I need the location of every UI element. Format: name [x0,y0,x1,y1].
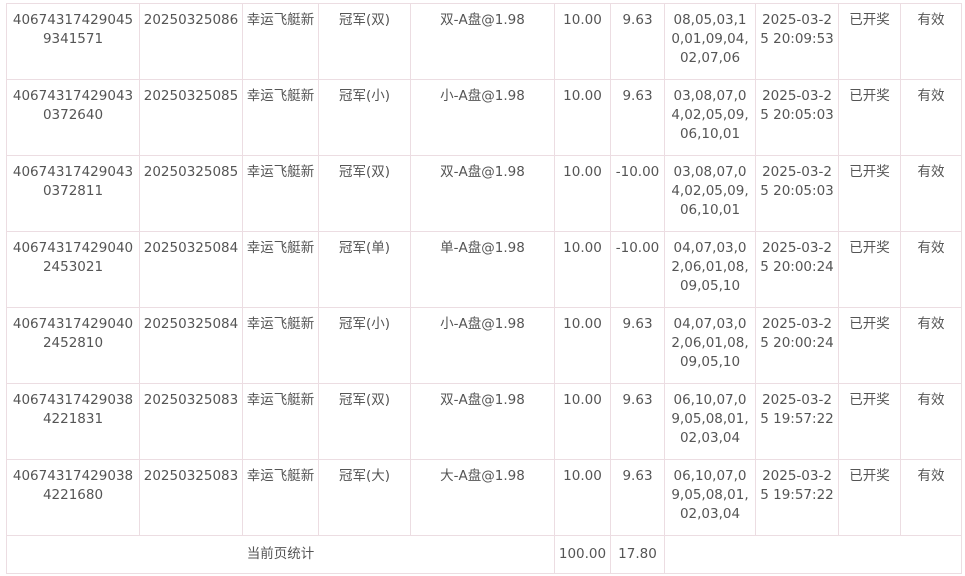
play-type-cell: 冠军(小) [318,307,411,384]
bet-content-cell: 双-A盘@1.98 [410,155,555,232]
bet-content-cell: 小-A盘@1.98 [410,307,555,384]
play-type-cell: 冠军(双) [318,3,411,80]
time-cell: 2025-03-25 20:09:53 [755,3,839,80]
profit-cell: 9.63 [610,383,665,460]
bet-content-cell: 大-A盘@1.98 [410,459,555,536]
amount-cell: 10.00 [554,383,611,460]
bet-content-cell: 单-A盘@1.98 [410,231,555,308]
order-id-cell: 406743174290430372811 [6,155,140,232]
time-cell: 2025-03-25 20:05:03 [755,79,839,156]
amount-cell: 10.00 [554,3,611,80]
issue-cell: 20250325083 [139,383,243,460]
table-row: 406743174290459341571 20250325086 幸运飞艇新 冠军(… [6,3,962,80]
validity-cell: 有效 [900,307,962,384]
draw-result-cell: 04,07,03,02,06,01,08,09,05,10 [664,231,756,308]
issue-cell: 20250325086 [139,3,243,80]
summary-amount-total: 100.00 [554,535,611,574]
order-id-cell: 406743174290384221831 [6,383,140,460]
order-id-cell: 406743174290430372640 [6,79,140,156]
profit-cell: -10.00 [610,155,665,232]
issue-cell: 20250325083 [139,459,243,536]
time-cell: 2025-03-25 20:05:03 [755,155,839,232]
play-type-cell: 冠军(双) [318,383,411,460]
play-type-cell: 冠军(双) [318,155,411,232]
summary-label: 当前页统计 [6,535,555,574]
profit-cell: 9.63 [610,307,665,384]
issue-cell: 20250325085 [139,155,243,232]
bet-content-cell: 双-A盘@1.98 [410,383,555,460]
draw-result-cell: 06,10,07,09,05,08,01,02,03,04 [664,459,756,536]
summary-empty-cell [664,535,962,574]
game-cell: 幸运飞艇新 [242,155,319,232]
bet-content-cell: 双-A盘@1.98 [410,3,555,80]
order-id-cell: 406743174290402452810 [6,307,140,384]
validity-cell: 有效 [900,79,962,156]
draw-result-cell: 03,08,07,04,02,05,09,06,10,01 [664,79,756,156]
validity-cell: 有效 [900,231,962,308]
summary-profit-total: 17.80 [610,535,665,574]
profit-cell: -10.00 [610,231,665,308]
bet-content-cell: 小-A盘@1.98 [410,79,555,156]
order-id-cell: 406743174290459341571 [6,3,140,80]
time-cell: 2025-03-25 19:57:22 [755,383,839,460]
play-type-cell: 冠军(单) [318,231,411,308]
draw-result-cell: 03,08,07,04,02,05,09,06,10,01 [664,155,756,232]
draw-status-cell: 已开奖 [838,383,901,460]
draw-result-cell: 06,10,07,09,05,08,01,02,03,04 [664,383,756,460]
profit-cell: 9.63 [610,79,665,156]
play-type-cell: 冠军(大) [318,459,411,536]
draw-status-cell: 已开奖 [838,307,901,384]
table-row: 406743174290384221680 20250325083 幸运飞艇新 冠军(… [6,459,962,536]
draw-result-cell: 04,07,03,02,06,01,08,09,05,10 [664,307,756,384]
issue-cell: 20250325084 [139,231,243,308]
amount-cell: 10.00 [554,459,611,536]
validity-cell: 有效 [900,155,962,232]
table-row: 406743174290430372640 20250325085 幸运飞艇新 冠军(… [6,79,962,156]
order-id-cell: 406743174290402453021 [6,231,140,308]
validity-cell: 有效 [900,459,962,536]
game-cell: 幸运飞艇新 [242,231,319,308]
issue-cell: 20250325084 [139,307,243,384]
amount-cell: 10.00 [554,155,611,232]
draw-status-cell: 已开奖 [838,79,901,156]
profit-cell: 9.63 [610,3,665,80]
draw-status-cell: 已开奖 [838,3,901,80]
amount-cell: 10.00 [554,79,611,156]
game-cell: 幸运飞艇新 [242,79,319,156]
table-row: 406743174290430372811 20250325085 幸运飞艇新 冠军(… [6,155,962,232]
amount-cell: 10.00 [554,307,611,384]
game-cell: 幸运飞艇新 [242,307,319,384]
table-row: 406743174290402452810 20250325084 幸运飞艇新 冠军(… [6,307,962,384]
validity-cell: 有效 [900,383,962,460]
draw-status-cell: 已开奖 [838,231,901,308]
validity-cell: 有效 [900,3,962,80]
draw-status-cell: 已开奖 [838,155,901,232]
table-row: 406743174290402453021 20250325084 幸运飞艇新 冠军(… [6,231,962,308]
issue-cell: 20250325085 [139,79,243,156]
page-summary-row: 当前页统计 100.00 17.80 [6,535,962,574]
time-cell: 2025-03-25 19:57:22 [755,459,839,536]
bet-records-table: 406743174290459341571 20250325086 幸运飞艇新 冠军(… [6,3,962,574]
game-cell: 幸运飞艇新 [242,459,319,536]
order-id-cell: 406743174290384221680 [6,459,140,536]
game-cell: 幸运飞艇新 [242,383,319,460]
time-cell: 2025-03-25 20:00:24 [755,307,839,384]
profit-cell: 9.63 [610,459,665,536]
draw-result-cell: 08,05,03,10,01,09,04,02,07,06 [664,3,756,80]
table-row: 406743174290384221831 20250325083 幸运飞艇新 冠军(… [6,383,962,460]
draw-status-cell: 已开奖 [838,459,901,536]
time-cell: 2025-03-25 20:00:24 [755,231,839,308]
amount-cell: 10.00 [554,231,611,308]
play-type-cell: 冠军(小) [318,79,411,156]
game-cell: 幸运飞艇新 [242,3,319,80]
